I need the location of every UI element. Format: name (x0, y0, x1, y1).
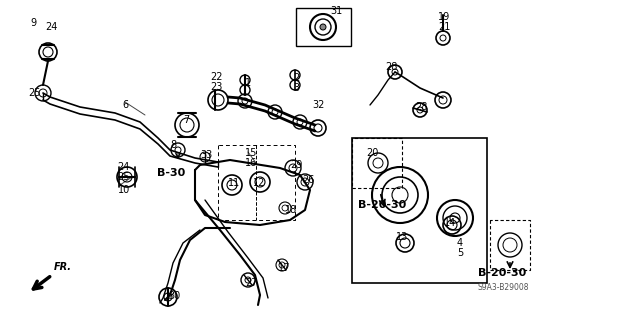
Text: 1: 1 (245, 78, 251, 88)
Text: 23: 23 (210, 82, 222, 92)
Text: 32: 32 (312, 100, 324, 110)
Text: 3: 3 (293, 83, 299, 93)
Text: B-20-30: B-20-30 (478, 268, 526, 278)
Text: 16: 16 (245, 158, 257, 168)
Text: 13: 13 (396, 232, 408, 242)
Text: 7: 7 (183, 115, 189, 125)
Text: 22: 22 (210, 72, 223, 82)
Text: 11: 11 (228, 178, 240, 188)
Text: FR.: FR. (54, 262, 72, 272)
Text: 8: 8 (170, 140, 176, 150)
Text: 24: 24 (45, 22, 58, 32)
Text: 2: 2 (293, 73, 300, 83)
Text: 31: 31 (330, 6, 342, 16)
Text: 19: 19 (438, 12, 451, 22)
Text: 21: 21 (438, 22, 451, 32)
Text: B-20-30: B-20-30 (358, 200, 406, 210)
Text: B-30: B-30 (157, 168, 185, 178)
Text: 25: 25 (117, 172, 129, 182)
Text: 5: 5 (457, 248, 463, 258)
Text: 14: 14 (444, 218, 456, 228)
Text: 20: 20 (366, 148, 378, 158)
Text: 28: 28 (385, 62, 397, 72)
Text: 12: 12 (253, 178, 266, 188)
Text: 15: 15 (245, 148, 257, 158)
Text: 30: 30 (168, 291, 180, 301)
Text: 9: 9 (30, 18, 36, 28)
Text: 29: 29 (290, 160, 302, 170)
Text: 26: 26 (302, 175, 314, 185)
Text: 4: 4 (457, 238, 463, 248)
Text: 24: 24 (117, 162, 129, 172)
Text: 10: 10 (118, 185, 131, 195)
Bar (296, 8, 351, 46)
Text: 6: 6 (122, 100, 128, 110)
Text: 17: 17 (278, 263, 291, 273)
Circle shape (320, 24, 326, 30)
Bar (352, 138, 487, 283)
Text: 28: 28 (415, 102, 428, 112)
Text: 27: 27 (245, 278, 257, 288)
Text: 18: 18 (285, 205, 297, 215)
Text: S9A3-B29008: S9A3-B29008 (478, 283, 529, 292)
Text: 33: 33 (200, 150, 212, 160)
Text: 25: 25 (28, 88, 40, 98)
